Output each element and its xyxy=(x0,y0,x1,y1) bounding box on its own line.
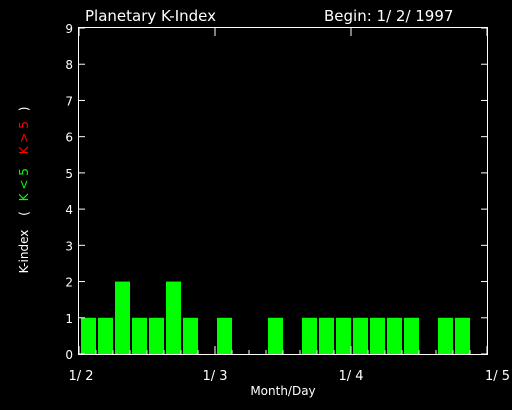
begin-date: Begin: 1/ 2/ 1997 xyxy=(324,7,453,25)
kp-bar xyxy=(98,317,113,354)
kp-bar xyxy=(149,317,164,354)
y-axis-label-paren-close: ) xyxy=(17,107,31,112)
y-axis-label-red: K > 5 xyxy=(17,121,31,154)
svg-text:K-index ( K < 5: K-index ( K < 5 K > 5 ) xyxy=(17,107,31,274)
kp-bar xyxy=(404,317,419,354)
y-tick-label: 9 xyxy=(65,22,73,36)
kp-bar xyxy=(183,317,198,354)
plot-frame xyxy=(78,27,488,355)
x-tick-label: 1/ 4 xyxy=(338,369,363,384)
y-axis-label-paren-open: ( xyxy=(17,211,31,216)
y-tick-label: 5 xyxy=(65,167,73,181)
x-tick-label: 1/ 2 xyxy=(68,369,93,384)
kp-bar xyxy=(336,317,351,354)
kp-bar xyxy=(132,317,147,354)
bars-group xyxy=(81,281,470,354)
ticks-group xyxy=(78,27,488,355)
kp-bar xyxy=(319,317,334,354)
kp-bar xyxy=(217,317,232,354)
y-tick-label: 3 xyxy=(65,239,73,253)
y-tick-label: 6 xyxy=(65,131,73,145)
y-tick-label: 8 xyxy=(65,58,73,72)
kp-bar xyxy=(438,317,453,354)
y-tick-label: 7 xyxy=(65,94,73,108)
y-tick-labels: 0 1 2 3 4 5 6 7 8 9 xyxy=(65,22,73,362)
kp-bar xyxy=(455,317,470,354)
kp-bar xyxy=(370,317,385,354)
kp-bar xyxy=(268,317,283,354)
x-axis-label: Month/Day xyxy=(250,384,315,398)
y-tick-label: 1 xyxy=(65,312,73,326)
chart-title: Planetary K-Index xyxy=(85,7,216,25)
y-axis-label: K-index ( K < 5 K > 5 ) xyxy=(17,107,31,274)
kp-bar xyxy=(387,317,402,354)
kp-bar xyxy=(115,281,130,354)
y-tick-label: 4 xyxy=(65,203,73,217)
x-tick-labels: 1/ 2 1/ 3 1/ 4 1/ 5 xyxy=(68,369,510,384)
y-axis-label-green: K < 5 xyxy=(17,168,31,201)
kp-bar xyxy=(353,317,368,354)
x-tick-label: 1/ 5 xyxy=(485,369,510,384)
kp-bar xyxy=(81,317,96,354)
y-tick-label: 0 xyxy=(65,348,73,362)
y-axis-label-main: K-index xyxy=(17,230,31,274)
x-tick-label: 1/ 3 xyxy=(202,369,227,384)
kp-bar xyxy=(302,317,317,354)
kp-bar xyxy=(166,281,181,354)
y-tick-label: 2 xyxy=(65,276,73,290)
